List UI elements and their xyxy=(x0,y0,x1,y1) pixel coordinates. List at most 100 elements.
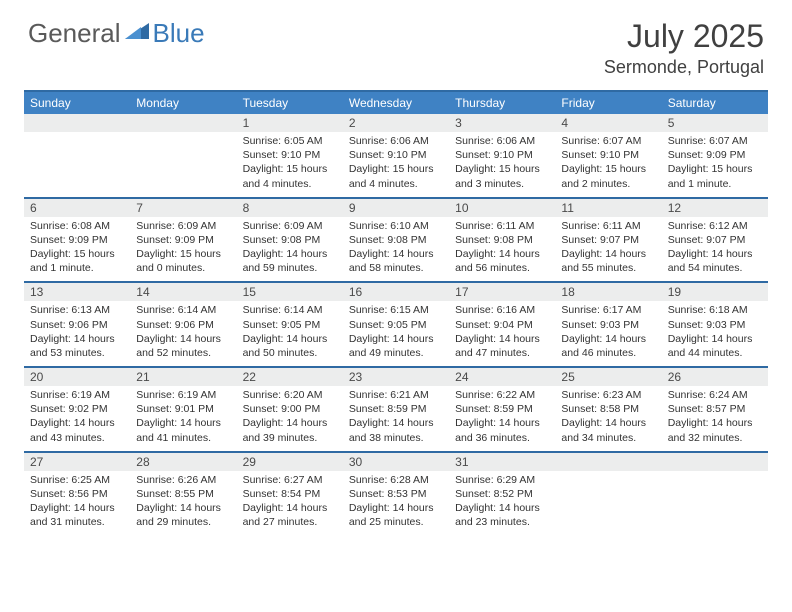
sunrise: Sunrise: 6:09 AM xyxy=(243,219,337,233)
daylight: Daylight: 14 hours and 59 minutes. xyxy=(243,247,337,275)
day-number: 1 xyxy=(237,114,343,132)
daylight: Daylight: 14 hours and 23 minutes. xyxy=(455,501,549,529)
dow-thursday: Thursday xyxy=(449,92,555,114)
day-info: Sunrise: 6:18 AMSunset: 9:03 PMDaylight:… xyxy=(662,301,768,366)
daylight: Daylight: 14 hours and 25 minutes. xyxy=(349,501,443,529)
dow-saturday: Saturday xyxy=(662,92,768,114)
day-info: Sunrise: 6:11 AMSunset: 9:08 PMDaylight:… xyxy=(449,217,555,282)
daylight: Daylight: 14 hours and 32 minutes. xyxy=(668,416,762,444)
sunset: Sunset: 9:06 PM xyxy=(30,318,124,332)
sunset: Sunset: 8:52 PM xyxy=(455,487,549,501)
day-info: Sunrise: 6:21 AMSunset: 8:59 PMDaylight:… xyxy=(343,386,449,451)
sunset: Sunset: 9:09 PM xyxy=(136,233,230,247)
day-info: Sunrise: 6:06 AMSunset: 9:10 PMDaylight:… xyxy=(449,132,555,197)
day-info: Sunrise: 6:05 AMSunset: 9:10 PMDaylight:… xyxy=(237,132,343,197)
dow-monday: Monday xyxy=(130,92,236,114)
sunset: Sunset: 8:58 PM xyxy=(561,402,655,416)
sunset: Sunset: 9:07 PM xyxy=(561,233,655,247)
sunrise: Sunrise: 6:16 AM xyxy=(455,303,549,317)
day-number: 28 xyxy=(130,453,236,471)
sunrise: Sunrise: 6:26 AM xyxy=(136,473,230,487)
day-number: 31 xyxy=(449,453,555,471)
sunrise: Sunrise: 6:09 AM xyxy=(136,219,230,233)
sunrise: Sunrise: 6:12 AM xyxy=(668,219,762,233)
sunset: Sunset: 8:54 PM xyxy=(243,487,337,501)
logo-triangle-icon xyxy=(125,21,151,46)
sunrise: Sunrise: 6:15 AM xyxy=(349,303,443,317)
day-number: 14 xyxy=(130,283,236,301)
day-info: Sunrise: 6:22 AMSunset: 8:59 PMDaylight:… xyxy=(449,386,555,451)
day-number: 4 xyxy=(555,114,661,132)
day-info: Sunrise: 6:16 AMSunset: 9:04 PMDaylight:… xyxy=(449,301,555,366)
day-info: Sunrise: 6:19 AMSunset: 9:01 PMDaylight:… xyxy=(130,386,236,451)
sunset: Sunset: 9:10 PM xyxy=(561,148,655,162)
sunrise: Sunrise: 6:11 AM xyxy=(561,219,655,233)
day-info xyxy=(555,471,661,536)
day-info: Sunrise: 6:06 AMSunset: 9:10 PMDaylight:… xyxy=(343,132,449,197)
sunset: Sunset: 9:08 PM xyxy=(455,233,549,247)
daylight: Daylight: 14 hours and 38 minutes. xyxy=(349,416,443,444)
day-number: 16 xyxy=(343,283,449,301)
day-number: 7 xyxy=(130,199,236,217)
sunrise: Sunrise: 6:29 AM xyxy=(455,473,549,487)
sunrise: Sunrise: 6:23 AM xyxy=(561,388,655,402)
daylight: Daylight: 14 hours and 58 minutes. xyxy=(349,247,443,275)
sunrise: Sunrise: 6:08 AM xyxy=(30,219,124,233)
week-daynum-row: 13141516171819 xyxy=(24,283,768,301)
daylight: Daylight: 15 hours and 2 minutes. xyxy=(561,162,655,190)
daylight: Daylight: 14 hours and 39 minutes. xyxy=(243,416,337,444)
day-number: 29 xyxy=(237,453,343,471)
logo-text-general: General xyxy=(28,18,121,49)
sunset: Sunset: 9:02 PM xyxy=(30,402,124,416)
sunrise: Sunrise: 6:27 AM xyxy=(243,473,337,487)
sunset: Sunset: 9:05 PM xyxy=(349,318,443,332)
sunrise: Sunrise: 6:11 AM xyxy=(455,219,549,233)
day-info: Sunrise: 6:07 AMSunset: 9:09 PMDaylight:… xyxy=(662,132,768,197)
day-info: Sunrise: 6:29 AMSunset: 8:52 PMDaylight:… xyxy=(449,471,555,536)
sunset: Sunset: 9:10 PM xyxy=(349,148,443,162)
day-number: 3 xyxy=(449,114,555,132)
dow-friday: Friday xyxy=(555,92,661,114)
day-info: Sunrise: 6:23 AMSunset: 8:58 PMDaylight:… xyxy=(555,386,661,451)
sunrise: Sunrise: 6:13 AM xyxy=(30,303,124,317)
day-info: Sunrise: 6:28 AMSunset: 8:53 PMDaylight:… xyxy=(343,471,449,536)
day-number: 11 xyxy=(555,199,661,217)
week-daynum-row: 6789101112 xyxy=(24,199,768,217)
sunset: Sunset: 8:56 PM xyxy=(30,487,124,501)
sunrise: Sunrise: 6:05 AM xyxy=(243,134,337,148)
sunrise: Sunrise: 6:14 AM xyxy=(136,303,230,317)
sunset: Sunset: 9:10 PM xyxy=(455,148,549,162)
daylight: Daylight: 14 hours and 47 minutes. xyxy=(455,332,549,360)
location: Sermonde, Portugal xyxy=(604,57,764,78)
day-number: 8 xyxy=(237,199,343,217)
sunrise: Sunrise: 6:06 AM xyxy=(455,134,549,148)
day-number: 19 xyxy=(662,283,768,301)
sunset: Sunset: 9:05 PM xyxy=(243,318,337,332)
daylight: Daylight: 14 hours and 53 minutes. xyxy=(30,332,124,360)
day-info: Sunrise: 6:26 AMSunset: 8:55 PMDaylight:… xyxy=(130,471,236,536)
day-info: Sunrise: 6:10 AMSunset: 9:08 PMDaylight:… xyxy=(343,217,449,282)
sunset: Sunset: 9:09 PM xyxy=(668,148,762,162)
day-number xyxy=(24,114,130,132)
daylight: Daylight: 14 hours and 50 minutes. xyxy=(243,332,337,360)
sunset: Sunset: 8:55 PM xyxy=(136,487,230,501)
sunset: Sunset: 9:04 PM xyxy=(455,318,549,332)
sunset: Sunset: 9:10 PM xyxy=(243,148,337,162)
weeks-container: 12345Sunrise: 6:05 AMSunset: 9:10 PMDayl… xyxy=(24,114,768,535)
day-info: Sunrise: 6:20 AMSunset: 9:00 PMDaylight:… xyxy=(237,386,343,451)
daylight: Daylight: 14 hours and 31 minutes. xyxy=(30,501,124,529)
logo-text-blue: Blue xyxy=(153,18,205,49)
daylight: Daylight: 15 hours and 1 minute. xyxy=(668,162,762,190)
week-info-row: Sunrise: 6:08 AM Sunset: 9:09 PM Daylight:… xyxy=(24,217,768,282)
day-number: 10 xyxy=(449,199,555,217)
day-number: 2 xyxy=(343,114,449,132)
day-number: 6 xyxy=(24,199,130,217)
calendar: Sunday Monday Tuesday Wednesday Thursday… xyxy=(24,90,768,535)
day-number: 23 xyxy=(343,368,449,386)
day-number xyxy=(662,453,768,471)
sunrise: Sunrise: 6:24 AM xyxy=(668,388,762,402)
daylight: Daylight: 15 hours and 3 minutes. xyxy=(455,162,549,190)
day-number: 9 xyxy=(343,199,449,217)
day-number: 13 xyxy=(24,283,130,301)
week-daynum-row: 2728293031 xyxy=(24,453,768,471)
